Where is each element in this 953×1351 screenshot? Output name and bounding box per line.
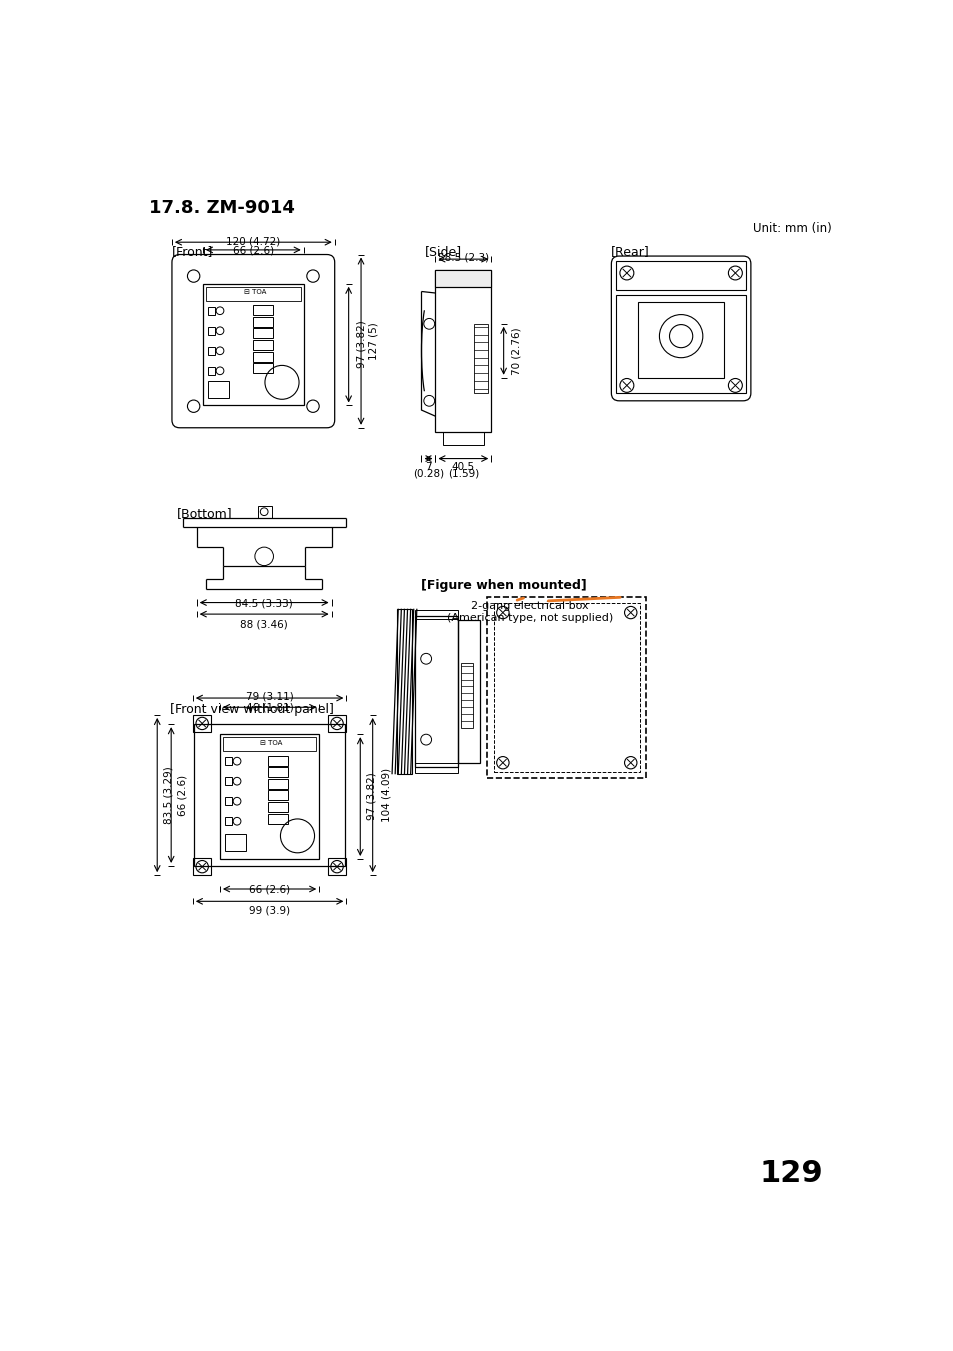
Text: [Figure when mounted]: [Figure when mounted]: [421, 580, 587, 593]
Bar: [474, 324, 488, 393]
Bar: [208, 367, 215, 374]
Bar: [435, 270, 491, 431]
Text: 46 (1.81): 46 (1.81): [246, 703, 294, 713]
Bar: [206, 286, 300, 301]
Text: 127 (5): 127 (5): [368, 323, 378, 359]
Bar: [616, 261, 745, 290]
Bar: [253, 305, 274, 315]
Bar: [224, 835, 246, 851]
Bar: [253, 363, 274, 373]
Text: [Front view without panel]: [Front view without panel]: [170, 703, 334, 716]
Bar: [253, 340, 274, 350]
Bar: [415, 763, 457, 773]
Text: (0.28): (0.28): [413, 469, 443, 478]
Bar: [493, 604, 639, 771]
Bar: [268, 767, 288, 777]
Bar: [328, 858, 346, 875]
Bar: [638, 303, 723, 378]
Bar: [460, 662, 473, 728]
Bar: [203, 284, 303, 405]
Text: 104 (4.09): 104 (4.09): [381, 767, 392, 823]
Bar: [616, 295, 745, 393]
Text: Unit: mm (in): Unit: mm (in): [753, 222, 831, 235]
Bar: [435, 270, 491, 286]
Text: 97 (3.82): 97 (3.82): [355, 320, 366, 369]
Text: 66 (2.6): 66 (2.6): [249, 885, 290, 894]
Bar: [328, 715, 346, 732]
Bar: [415, 616, 457, 766]
Text: (1.59): (1.59): [447, 469, 478, 478]
Bar: [457, 620, 479, 763]
Text: [Bottom]: [Bottom]: [177, 507, 233, 520]
Bar: [268, 802, 288, 812]
Text: [Rear]: [Rear]: [611, 246, 649, 258]
Bar: [220, 734, 319, 859]
Bar: [193, 858, 212, 875]
Text: ⊟ TOA: ⊟ TOA: [244, 289, 266, 295]
Text: 2-gang electrical box
(American type, not supplied): 2-gang electrical box (American type, no…: [446, 601, 613, 623]
Bar: [487, 597, 645, 778]
Text: 79 (3.11): 79 (3.11): [246, 692, 294, 703]
Bar: [257, 505, 272, 517]
Text: 70 (2.76): 70 (2.76): [511, 327, 520, 374]
Text: 66 (2.6): 66 (2.6): [233, 246, 274, 255]
Bar: [396, 609, 412, 774]
Bar: [208, 307, 215, 315]
Bar: [208, 381, 229, 397]
Text: 66 (2.6): 66 (2.6): [177, 774, 187, 816]
Bar: [224, 797, 233, 805]
Bar: [223, 738, 315, 751]
Text: 88 (3.46): 88 (3.46): [240, 620, 288, 630]
Bar: [253, 328, 274, 339]
Bar: [415, 611, 457, 620]
Bar: [268, 813, 288, 824]
Text: 58.5 (2.3): 58.5 (2.3): [437, 253, 488, 263]
Text: 40.5: 40.5: [452, 462, 475, 473]
Text: 84.5 (3.33): 84.5 (3.33): [235, 598, 293, 609]
Text: 83.5 (3.29): 83.5 (3.29): [163, 766, 172, 824]
Text: 17.8. ZM-9014: 17.8. ZM-9014: [149, 199, 294, 218]
Bar: [268, 790, 288, 800]
Bar: [194, 724, 344, 866]
Text: [Front]: [Front]: [172, 246, 213, 258]
Text: ⊟ TOA: ⊟ TOA: [260, 739, 282, 746]
Bar: [224, 777, 233, 785]
Text: 7: 7: [425, 462, 432, 473]
Text: 97 (3.82): 97 (3.82): [366, 773, 375, 820]
Bar: [193, 715, 212, 732]
Bar: [208, 347, 215, 354]
Text: [Side]: [Side]: [425, 246, 462, 258]
Text: 120 (4.72): 120 (4.72): [226, 236, 280, 246]
Bar: [443, 431, 483, 446]
Bar: [208, 327, 215, 335]
Bar: [224, 817, 233, 825]
Bar: [253, 351, 274, 362]
Text: 99 (3.9): 99 (3.9): [249, 907, 290, 916]
Bar: [268, 755, 288, 766]
Bar: [253, 317, 274, 327]
Bar: [268, 780, 288, 789]
Bar: [224, 758, 233, 765]
Text: 129: 129: [759, 1159, 822, 1188]
